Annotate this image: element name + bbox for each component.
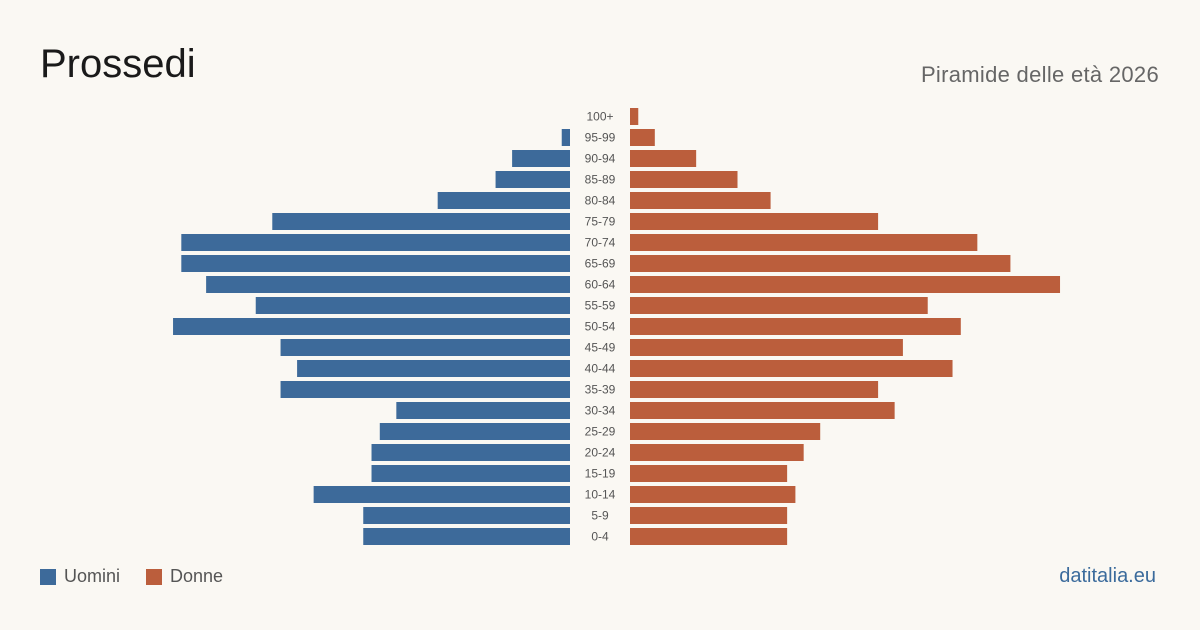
bar-men-20-24 — [371, 444, 570, 461]
bar-women-85-89 — [630, 171, 738, 188]
age-label-90-94: 90-94 — [585, 152, 616, 166]
bar-men-55-59 — [255, 297, 571, 314]
bar-men-70-74 — [181, 234, 570, 251]
bar-men-65-69 — [181, 255, 570, 272]
bar-men-30-34 — [396, 402, 570, 419]
chart-title: Prossedi — [40, 42, 196, 86]
age-label-25-29: 25-29 — [585, 425, 616, 439]
age-label-40-44: 40-44 — [585, 362, 616, 376]
bar-women-45-49 — [630, 339, 903, 356]
age-label-30-34: 30-34 — [585, 404, 616, 418]
bar-women-20-24 — [630, 444, 804, 461]
bar-women-35-39 — [630, 381, 879, 398]
age-label-35-39: 35-39 — [585, 383, 616, 397]
legend-label-women: Donne — [170, 566, 224, 586]
age-label-60-64: 60-64 — [585, 278, 616, 292]
bar-women-75-79 — [630, 213, 879, 230]
age-label-20-24: 20-24 — [585, 446, 616, 460]
bar-women-60-64 — [630, 276, 1061, 293]
bar-women-40-44 — [630, 360, 953, 377]
bar-men-15-19 — [371, 465, 570, 482]
bar-women-65-69 — [630, 255, 1011, 272]
bar-women-5-9 — [630, 507, 788, 524]
bar-women-90-94 — [630, 150, 697, 167]
bar-women-95-99 — [630, 129, 655, 146]
bar-women-80-84 — [630, 192, 771, 209]
age-label-50-54: 50-54 — [585, 320, 616, 334]
bar-women-100plus — [630, 108, 639, 125]
bar-men-95-99 — [561, 129, 570, 146]
legend: Uomini Donne — [40, 566, 249, 587]
bar-women-70-74 — [630, 234, 978, 251]
bar-men-0-4 — [363, 528, 570, 545]
legend-item-women: Donne — [146, 566, 223, 587]
source-link[interactable]: datitalia.eu — [1059, 565, 1156, 587]
legend-swatch-men — [40, 568, 56, 585]
men-bars — [173, 129, 571, 545]
bar-women-25-29 — [630, 423, 821, 440]
women-bars — [630, 108, 1061, 545]
age-label-75-79: 75-79 — [585, 215, 616, 229]
bar-men-40-44 — [297, 360, 570, 377]
bar-men-45-49 — [280, 339, 570, 356]
chart-subtitle: Piramide delle età 2026 — [920, 62, 1159, 87]
age-label-15-19: 15-19 — [585, 467, 616, 481]
age-label-0-4: 0-4 — [591, 530, 609, 544]
age-label-45-49: 45-49 — [585, 341, 616, 355]
legend-item-men: Uomini — [40, 566, 120, 587]
bar-men-60-64 — [206, 276, 570, 293]
bar-men-5-9 — [363, 507, 570, 524]
bar-men-80-84 — [437, 192, 570, 209]
age-label-95-99: 95-99 — [585, 131, 616, 145]
age-label-55-59: 55-59 — [585, 299, 616, 313]
bar-women-30-34 — [630, 402, 895, 419]
legend-swatch-women — [146, 568, 163, 585]
age-label-65-69: 65-69 — [585, 257, 616, 271]
legend-label-men: Uomini — [64, 566, 121, 586]
age-label-85-89: 85-89 — [585, 173, 616, 187]
age-labels: 100+ 95-99 90-94 85-89 80-84 75-79 70-74 65-69 6… — [585, 110, 616, 544]
bar-men-35-39 — [280, 381, 570, 398]
bar-women-55-59 — [630, 297, 928, 314]
bar-men-25-29 — [379, 423, 570, 440]
bar-women-50-54 — [630, 318, 961, 335]
bar-men-90-94 — [512, 150, 570, 167]
age-label-100plus: 100+ — [586, 110, 613, 124]
age-label-80-84: 80-84 — [585, 194, 616, 208]
age-label-70-74: 70-74 — [585, 236, 616, 250]
bar-women-10-14 — [630, 486, 796, 503]
bar-men-75-79 — [272, 213, 570, 230]
age-label-5-9: 5-9 — [591, 509, 609, 523]
bar-men-50-54 — [173, 318, 571, 335]
bar-women-0-4 — [630, 528, 788, 545]
bar-men-10-14 — [313, 486, 570, 503]
age-label-10-14: 10-14 — [585, 488, 616, 502]
bar-men-85-89 — [495, 171, 570, 188]
bar-women-15-19 — [630, 465, 788, 482]
